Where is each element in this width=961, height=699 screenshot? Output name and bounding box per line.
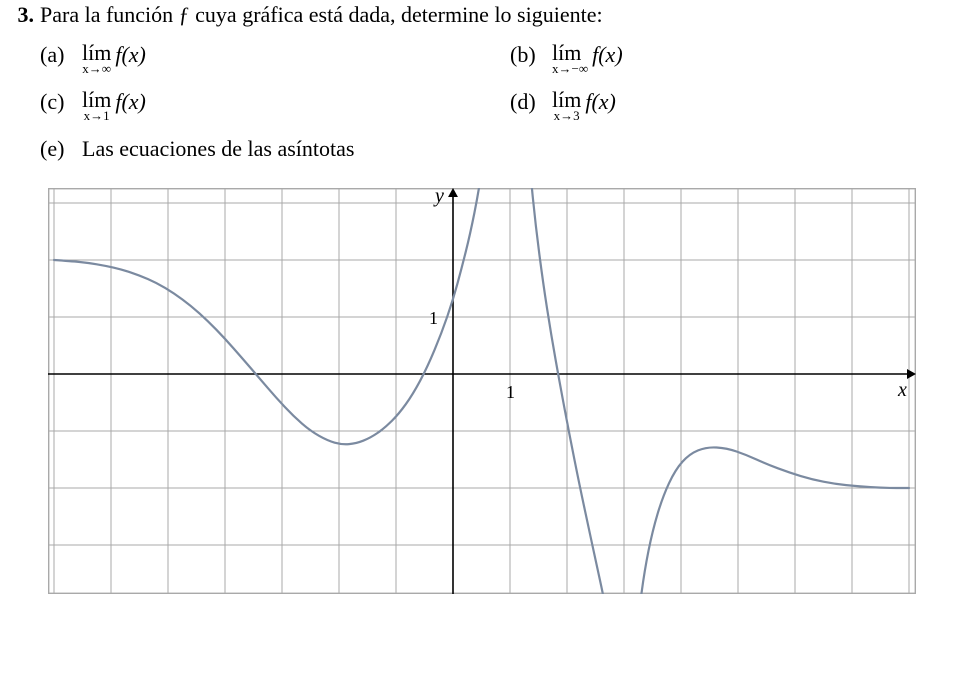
- chart-border: [49, 189, 916, 594]
- function-graph: yx11: [48, 188, 916, 594]
- parts-list: (a) lím x→∞ f(x) (b) lím x→−∞ f(x) (c): [40, 42, 943, 162]
- parts-row-3: (e) Las ecuaciones de las asíntotas: [40, 136, 943, 162]
- part-a-limit: lím x→∞: [82, 42, 111, 75]
- chart-container: yx11: [48, 188, 943, 594]
- curve-middle_branch: [526, 188, 614, 594]
- part-b-limit: lím x→−∞: [552, 42, 588, 75]
- part-d-label: (d): [510, 89, 552, 115]
- part-e-text: Las ecuaciones de las asíntotas: [82, 136, 354, 162]
- parts-row-1: (a) lím x→∞ f(x) (b) lím x→−∞ f(x): [40, 42, 943, 75]
- problem-header: 3. Para la función ƒ cuya gráfica está d…: [0, 0, 943, 28]
- part-a-fx: f(x): [115, 42, 146, 68]
- x-tick-label: 1: [506, 382, 515, 402]
- parts-row-2: (c) lím x→1 f(x) (d) lím x→3 f(x): [40, 89, 943, 122]
- part-b-lim-sub: x→−∞: [552, 62, 588, 75]
- part-e: (e) Las ecuaciones de las asíntotas: [40, 136, 354, 162]
- tick-labels: 11: [429, 308, 515, 402]
- y-tick-label: 1: [429, 308, 438, 328]
- curve-group: [54, 188, 909, 594]
- part-e-label: (e): [40, 136, 82, 162]
- part-c-lim-sub: x→1: [82, 109, 111, 122]
- part-b-label: (b): [510, 42, 552, 68]
- y-axis-label: y: [433, 188, 444, 207]
- part-d-lim-sub: x→3: [552, 109, 581, 122]
- axis-labels: yx: [433, 188, 907, 401]
- part-d-fx: f(x): [585, 89, 616, 115]
- curve-right_branch: [634, 447, 909, 594]
- x-axis-label: x: [897, 379, 907, 401]
- part-c-fx: f(x): [115, 89, 146, 115]
- part-d: (d) lím x→3 f(x): [510, 89, 616, 122]
- page: 3. Para la función ƒ cuya gráfica está d…: [0, 0, 961, 699]
- part-b-fx: f(x): [592, 42, 623, 68]
- part-a: (a) lím x→∞ f(x): [40, 42, 510, 75]
- curve-left_branch: [54, 188, 488, 444]
- part-a-label: (a): [40, 42, 82, 68]
- part-c-label: (c): [40, 89, 82, 115]
- axes: [48, 188, 916, 594]
- grid: [48, 188, 916, 594]
- part-d-limit: lím x→3: [552, 89, 581, 122]
- part-c-limit: lím x→1: [82, 89, 111, 122]
- part-a-lim-sub: x→∞: [82, 62, 111, 75]
- part-b: (b) lím x→−∞ f(x): [510, 42, 623, 75]
- part-c: (c) lím x→1 f(x): [40, 89, 510, 122]
- problem-number: 3.: [0, 0, 40, 28]
- problem-stem: Para la función ƒ cuya gráfica está dada…: [40, 0, 603, 28]
